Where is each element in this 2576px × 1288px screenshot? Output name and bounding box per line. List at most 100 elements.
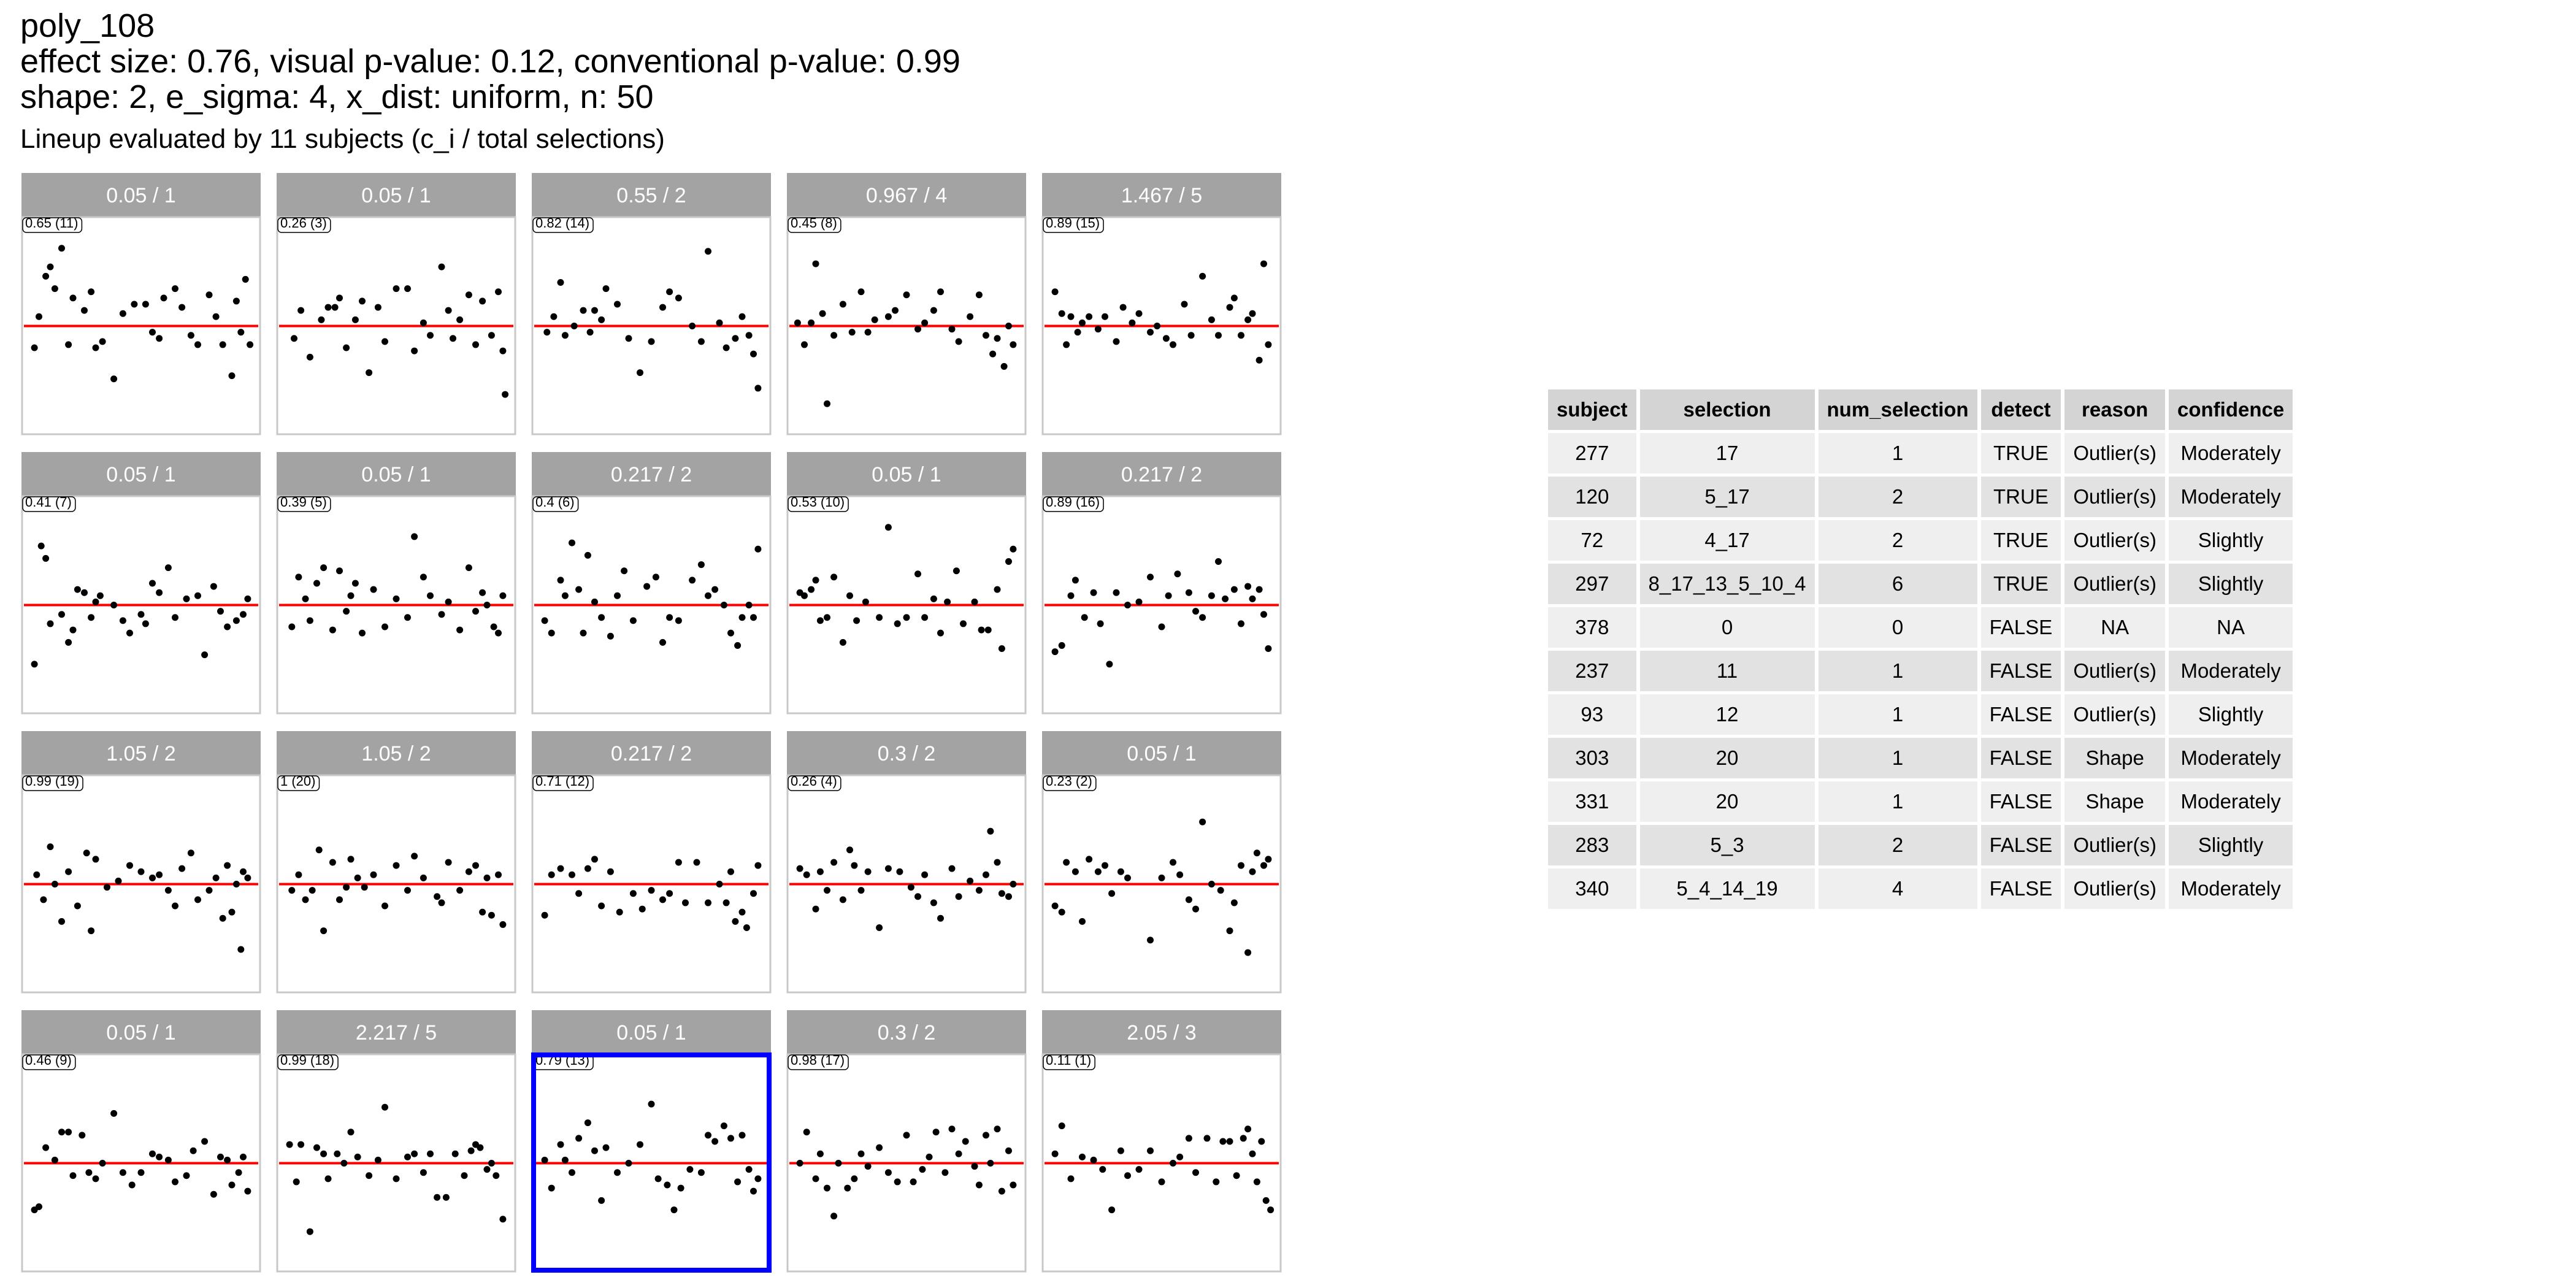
data-point	[1238, 862, 1244, 869]
data-point	[1135, 598, 1143, 605]
data-point	[625, 335, 632, 342]
data-point	[219, 341, 226, 348]
data-point	[998, 890, 1005, 897]
panel-score-label-box	[22, 775, 83, 791]
data-point	[876, 614, 883, 621]
cell-subject: 340	[1548, 868, 1636, 909]
data-point	[598, 1197, 605, 1204]
data-point	[51, 285, 58, 293]
data-point	[347, 856, 355, 863]
data-point	[381, 1103, 388, 1111]
data-point	[975, 291, 983, 299]
panel-score-label: 0.39 (5)	[280, 494, 327, 510]
data-point	[926, 1153, 933, 1160]
panel-strip	[787, 731, 1026, 775]
data-point	[347, 592, 355, 599]
data-point	[625, 1160, 632, 1167]
data-point	[675, 294, 682, 302]
data-point	[648, 887, 655, 894]
data-point	[47, 843, 54, 851]
data-point	[1010, 545, 1017, 553]
data-point	[561, 592, 569, 599]
data-point	[967, 877, 974, 884]
data-point	[541, 617, 548, 624]
data-point	[194, 341, 201, 348]
cell-num-selection: 1	[1818, 781, 1977, 822]
data-point	[794, 319, 801, 326]
data-point	[1249, 310, 1256, 317]
data-point	[711, 586, 719, 593]
data-point	[187, 332, 194, 339]
data-point	[876, 924, 883, 931]
data-point	[1086, 313, 1093, 320]
data-point	[156, 871, 163, 878]
cell-reason: Outlier(s)	[2064, 433, 2165, 473]
cell-subject: 331	[1548, 781, 1636, 822]
data-point	[848, 329, 856, 336]
panel-score-label-box	[1043, 496, 1104, 512]
table-row: 331 20 1 FALSE Shape Moderately	[1548, 781, 2293, 822]
data-point	[629, 617, 637, 624]
data-point	[575, 1135, 583, 1142]
panel-score-label-box	[788, 1054, 849, 1070]
data-point	[921, 614, 929, 621]
data-point	[31, 344, 38, 351]
data-point	[697, 1169, 705, 1176]
data-point	[745, 332, 753, 339]
data-point	[1233, 1172, 1240, 1179]
data-point	[932, 1129, 940, 1136]
panel-strip	[787, 173, 1026, 217]
data-point	[320, 564, 328, 572]
cell-num-selection: 1	[1818, 694, 1977, 735]
data-point	[584, 1119, 591, 1127]
data-point	[156, 589, 163, 596]
panel-strip	[1042, 173, 1281, 217]
panel-strip-label: 0.55 / 2	[616, 184, 686, 207]
column-header-confidence: confidence	[2169, 389, 2293, 430]
cell-confidence: Slightly	[2169, 825, 2293, 865]
panel-score-label: 0.89 (15)	[1046, 215, 1100, 231]
data-point	[1063, 859, 1070, 866]
data-point	[488, 911, 495, 919]
data-point	[892, 307, 899, 314]
data-point	[194, 592, 201, 599]
data-point	[1090, 1156, 1097, 1163]
data-point	[1108, 890, 1116, 897]
data-point	[994, 586, 1001, 593]
data-point	[648, 1100, 655, 1108]
data-point	[1079, 319, 1086, 326]
data-point	[1147, 329, 1154, 336]
data-point	[313, 580, 320, 587]
data-point	[1230, 899, 1238, 907]
data-point	[602, 285, 610, 293]
panel-score-label: 0.98 (17)	[791, 1052, 845, 1068]
data-point	[705, 899, 711, 907]
cell-confidence: Moderately	[2169, 868, 2293, 909]
data-point	[420, 319, 427, 326]
data-point	[570, 323, 578, 329]
cell-reason: Outlier(s)	[2064, 694, 2165, 735]
data-point	[1265, 341, 1272, 348]
data-point	[689, 577, 696, 584]
panel-score-label-box	[22, 1054, 76, 1070]
data-point	[99, 1160, 106, 1167]
data-point	[1051, 648, 1059, 656]
data-point	[903, 614, 910, 621]
data-point	[839, 638, 846, 646]
cell-detect: FALSE	[1980, 825, 2061, 865]
lineup-panel-1: 0.05 / 1 0.65 (11)	[21, 173, 261, 435]
data-point	[187, 849, 194, 857]
cell-selection: 5_17	[1639, 477, 1815, 517]
cell-confidence: Moderately	[2169, 433, 2293, 473]
cell-selection: 20	[1639, 781, 1815, 822]
data-point	[467, 1147, 475, 1154]
data-point	[621, 567, 628, 575]
data-point	[58, 245, 65, 252]
data-point	[830, 1213, 838, 1220]
data-point	[1086, 856, 1093, 863]
data-point	[83, 849, 90, 857]
data-point	[812, 1175, 819, 1183]
data-point	[183, 1172, 190, 1179]
data-point	[894, 1178, 901, 1186]
panel-strip-label: 2.05 / 3	[1127, 1021, 1196, 1045]
